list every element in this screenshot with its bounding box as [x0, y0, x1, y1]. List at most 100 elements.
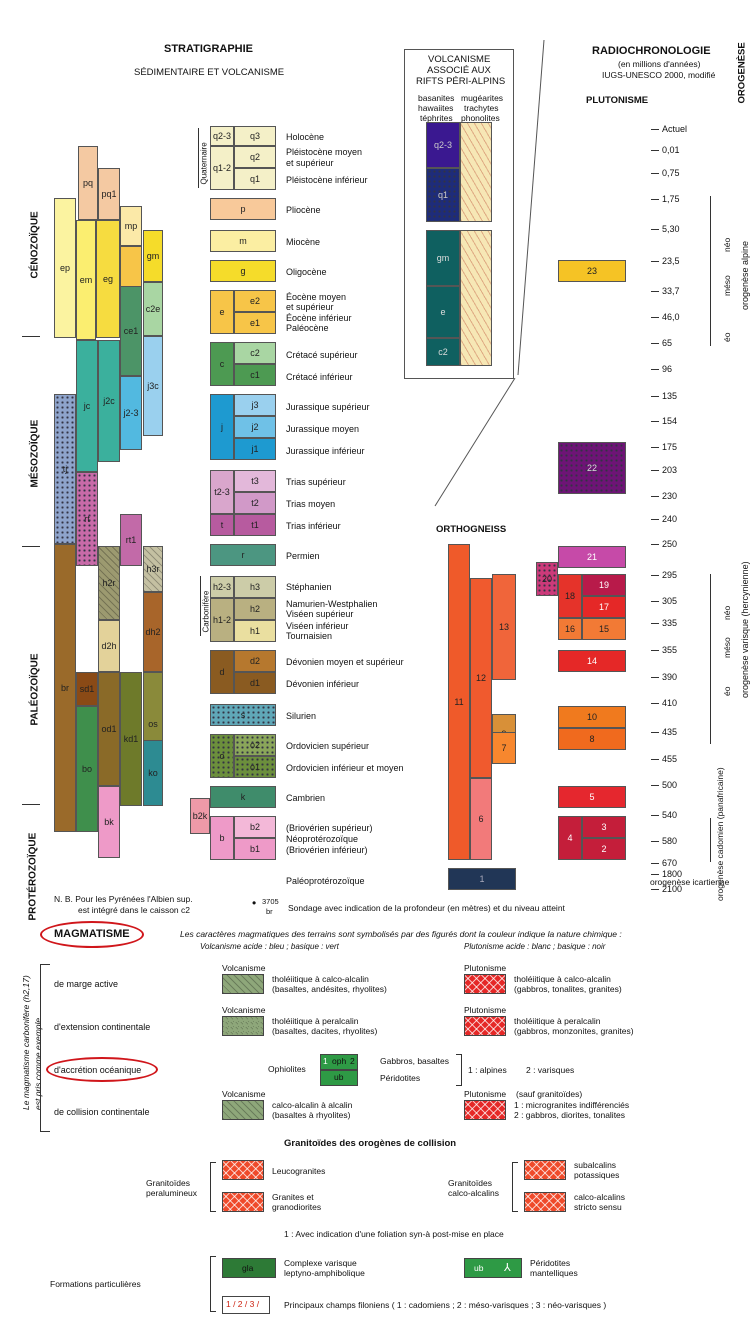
age-tick	[651, 343, 659, 344]
volc-left-1: basanites	[418, 93, 455, 103]
ophio-label: Ophiolites	[268, 1064, 306, 1074]
vlabel-2: Volcanisme	[222, 1005, 266, 1015]
formations-label: Formations particulières	[50, 1279, 141, 1289]
col-h2r: h2r	[98, 546, 120, 620]
age-label: 335	[662, 618, 678, 628]
ophio-ub: ub	[334, 1072, 344, 1082]
pluton-21: 21	[558, 546, 626, 568]
granite-swatch	[222, 1192, 264, 1212]
age-label: 175	[662, 442, 678, 452]
lbl-trias-inf: Trias inférieur	[286, 521, 341, 531]
age-tick	[651, 496, 659, 497]
age-label: 240	[662, 514, 678, 524]
age-label: 580	[662, 836, 678, 846]
age-tick	[651, 815, 659, 816]
age-tick	[651, 601, 659, 602]
age-label: 230	[662, 491, 678, 501]
col-j2c: j2c	[98, 340, 120, 462]
oro-varisque: orogenèse varisque (hercynienne)	[740, 561, 750, 698]
age-label: 295	[662, 570, 678, 580]
box-g: g	[210, 260, 276, 282]
box-t3: t3	[234, 470, 276, 492]
ophio-gab: Gabbros, basaltes	[380, 1056, 449, 1066]
box-j2: j2	[234, 416, 276, 438]
volc-swatch-4	[222, 1100, 264, 1120]
pluton-4: 4	[558, 816, 582, 860]
age-tick	[651, 291, 659, 292]
box-d2: d2	[234, 650, 276, 672]
magma-pluto-hdr: Plutonisme acide : blanc ; basique : noi…	[464, 942, 606, 951]
lbl-cret-inf: Crétacé inférieur	[286, 372, 353, 382]
orogenese-title: OROGENÈSE	[736, 42, 748, 104]
pluton-14: 14	[558, 650, 626, 672]
pluton-5: 5	[558, 786, 626, 808]
ptxt-4: 1 : microgranites indifférenciés 2 : gab…	[514, 1100, 630, 1120]
pluto-swatch-2	[464, 1016, 506, 1036]
box-o2: o2	[234, 734, 276, 756]
ophio-swatch-ub	[320, 1070, 358, 1086]
col-ep: ep	[54, 198, 76, 338]
age-tick	[651, 447, 659, 448]
col-d2h: d2h	[98, 620, 120, 672]
box-d1: d1	[234, 672, 276, 694]
pluton-3: 3	[582, 816, 626, 838]
age-label: 135	[662, 391, 678, 401]
box-d: d	[210, 650, 234, 694]
ctx-collision: de collision continentale	[54, 1107, 150, 1117]
age-label: 23,5	[662, 256, 680, 266]
pluton-divider	[516, 39, 546, 380]
pnote-4: (sauf granitoïdes)	[516, 1089, 583, 1099]
age-label: 670	[662, 858, 678, 868]
age-label: 355	[662, 645, 678, 655]
oro-eo-1: éo	[722, 332, 732, 342]
granit-calc-1: Granitoïdes	[448, 1178, 492, 1188]
sondage-label: Sondage avec indication de la profondeur…	[288, 903, 565, 913]
volc-title-2: ASSOCIÉ AUX	[427, 65, 491, 76]
oro-neo-2: néo	[722, 605, 732, 620]
lbl-ordov-sup: Ordovicien supérieur	[286, 741, 370, 751]
volc-q2-3: q2-3	[426, 122, 460, 168]
box-q1: q1	[234, 168, 276, 190]
col-dh2: dh2	[143, 592, 163, 672]
lbl-brio-sup: (Briovérien supérieur) Néoprotérozoïque	[286, 823, 373, 844]
volc-e: e	[426, 286, 460, 338]
pluton-2: 2	[582, 838, 626, 860]
ctx-extension: d'extension continentale	[54, 1022, 151, 1032]
volc-g-right	[460, 230, 492, 366]
col-eg: eg	[96, 220, 120, 338]
radio-sub-1: (en millions d'années)	[618, 59, 701, 69]
age-label: Actuel	[662, 124, 688, 134]
age-tick	[651, 677, 659, 678]
age-tick	[651, 173, 659, 174]
quaternaire-label: Quaternaire	[199, 142, 209, 185]
box-b: b	[210, 816, 234, 860]
lbl-paleoprot: Paléoprotérozoïque	[286, 876, 365, 886]
ub-swatch	[464, 1258, 522, 1278]
volc-title-3: RIFTS PÉRI-ALPINS	[416, 76, 506, 87]
orthogneiss-title: ORTHOGNEISS	[436, 524, 507, 535]
box-k: k	[210, 786, 276, 808]
age-label: 203	[662, 465, 678, 475]
era-paleozoique: PALÉOZOÏQUE	[29, 653, 41, 726]
pluton-22: 22	[558, 442, 626, 494]
lbl-devon-inf: Dévonien inférieur	[286, 679, 360, 689]
complexe-label: Complexe varisque leptyno-amphibolique	[284, 1258, 365, 1278]
col-c2e: c2e	[143, 282, 163, 336]
granite-label: Granites et granodiorites	[272, 1192, 322, 1212]
subalc-label: subalcalins potassiques	[574, 1160, 620, 1180]
era-divider	[22, 804, 40, 805]
col-mp: mp	[120, 206, 142, 246]
lbl-oligocene: Oligocène	[286, 267, 327, 277]
era-cenozoique: CÉNOZOÏQUE	[29, 211, 41, 279]
age-label: 500	[662, 780, 678, 790]
oro-alpine: orogenèse alpine	[740, 240, 750, 310]
age-label: 410	[662, 698, 678, 708]
box-c2: c2	[234, 342, 276, 364]
box-c1: c1	[234, 364, 276, 386]
age-tick	[651, 889, 659, 890]
age-tick	[651, 575, 659, 576]
granit-per-1: Granitoïdes	[146, 1178, 190, 1188]
oro-icartienne: orogenèse icartienne	[650, 877, 730, 887]
age-label: 250	[662, 539, 678, 549]
age-tick	[651, 650, 659, 651]
